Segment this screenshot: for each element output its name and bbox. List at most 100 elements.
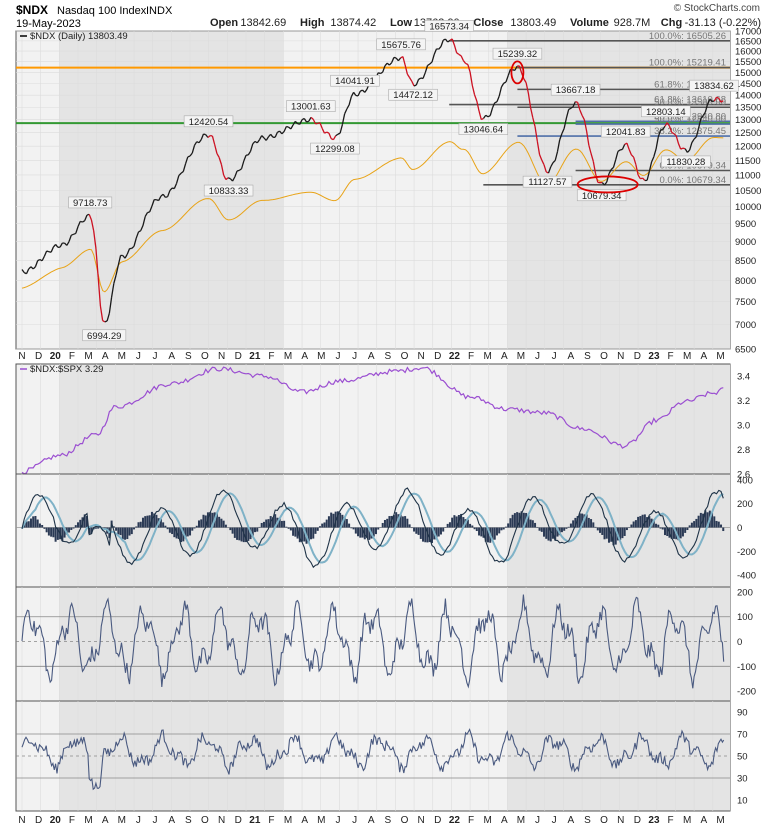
price-segment — [424, 65, 429, 73]
year-shade — [507, 587, 730, 701]
price-segment — [404, 64, 408, 75]
price-segment — [640, 177, 643, 180]
macd-histogram-bar — [677, 527, 680, 541]
x-tick-label: D — [634, 815, 641, 826]
price-segment — [630, 154, 635, 158]
price-segment — [487, 114, 491, 118]
macd-histogram-bar — [368, 527, 371, 540]
highlight-circle — [576, 175, 639, 194]
macd-histogram-bar — [218, 516, 221, 528]
x-tick-label: M — [284, 351, 292, 362]
macd-histogram-bar — [664, 527, 667, 536]
price-segment — [34, 260, 39, 267]
price-segment — [620, 148, 623, 151]
x-tick-label: F — [668, 351, 674, 362]
x-tick-label: M — [284, 815, 292, 826]
price-segment — [339, 124, 344, 134]
price-segment — [462, 60, 467, 64]
macd-histogram-bar — [372, 527, 375, 537]
macd-histogram-bar — [498, 527, 501, 534]
y-tick-label: -100 — [737, 662, 756, 673]
price-segment — [180, 171, 184, 174]
price-segment — [554, 151, 559, 161]
price-segment — [346, 104, 350, 110]
macd-histogram-bar — [549, 527, 552, 542]
price-segment — [440, 40, 444, 47]
price-label-box — [388, 88, 438, 101]
macd-histogram-bar — [408, 524, 411, 528]
price-segment — [478, 110, 482, 120]
macd-histogram-bar — [220, 518, 223, 528]
price-segment — [32, 266, 36, 270]
macd-histogram-bar — [224, 524, 227, 528]
price-segment — [606, 173, 610, 183]
macd-histogram-bar — [222, 520, 225, 528]
macd-histogram-bar — [289, 527, 292, 531]
ohlc-value: -31.13 (-0.22%) — [685, 17, 761, 29]
price-segment — [191, 145, 196, 154]
macd-histogram-bar — [336, 511, 339, 528]
price-segment — [594, 173, 599, 183]
price-segment — [451, 38, 456, 46]
macd-histogram-bar — [392, 515, 395, 528]
macd-histogram-bar — [258, 526, 261, 528]
price-segment — [585, 130, 590, 146]
price-label: 6994.29 — [87, 331, 121, 342]
macd-histogram-bar — [693, 521, 696, 528]
price-segment — [84, 214, 88, 221]
macd-histogram-bar — [193, 527, 196, 529]
macd-histogram-bar — [437, 527, 440, 537]
x-tick-label: M — [517, 815, 525, 826]
macd-histogram-bar — [312, 527, 315, 539]
price-segment — [189, 152, 193, 157]
macd-histogram-bar — [491, 527, 494, 541]
price-segment — [41, 255, 45, 262]
macd-histogram-bar — [233, 527, 236, 538]
price-segment — [59, 242, 63, 248]
price-segment — [344, 108, 348, 115]
macd-histogram-bar — [572, 520, 575, 528]
macd-histogram-bar — [186, 527, 189, 537]
x-tick-label: O — [401, 815, 409, 826]
y-tick-label: 11500 — [735, 156, 761, 167]
x-tick-label: M — [317, 815, 325, 826]
x-tick-label: N — [18, 351, 25, 362]
price-segment — [700, 115, 704, 120]
highlight-circle — [510, 60, 525, 85]
x-tick-label: M — [683, 351, 691, 362]
price-segment — [397, 57, 402, 62]
macd-histogram-bar — [334, 511, 337, 528]
price-label: 10679.34 — [582, 191, 622, 202]
price-segment — [612, 159, 617, 168]
macd-histogram-bar — [74, 525, 77, 528]
macd-histogram-bar — [25, 521, 28, 528]
price-segment — [621, 144, 626, 150]
macd-histogram-bar — [657, 524, 660, 528]
x-tick-label: S — [584, 351, 591, 362]
price-segment — [211, 135, 216, 145]
price-panel: 6500 7000 7500 8000 8500 9000 9500 10000 10500 11… — [15, 20, 761, 356]
macd-histogram-bar — [146, 515, 149, 528]
price-segment — [249, 143, 254, 152]
price-label: 16573.34 — [429, 21, 469, 32]
macd-histogram-bar — [697, 515, 700, 528]
macd-histogram-bar — [377, 527, 380, 530]
macd-histogram-bar — [469, 523, 472, 528]
price-segment — [71, 233, 74, 236]
macd-histogram-bar — [83, 514, 86, 528]
x-tick-label: S — [185, 815, 192, 826]
price-segment — [427, 63, 431, 67]
price-segment — [538, 154, 543, 161]
oscillator-panel-1: -200 -100 0 100 200 — [15, 586, 756, 702]
macd-histogram-bar — [242, 527, 245, 543]
price-segment — [350, 91, 355, 98]
x-tick-label: O — [201, 815, 209, 826]
macd-histogram-bar — [245, 527, 248, 543]
price-segment — [456, 52, 460, 55]
x-tick-label: F — [69, 351, 75, 362]
macd-histogram-bar — [661, 527, 664, 530]
macd-histogram-bar — [383, 519, 386, 528]
price-segment — [471, 85, 476, 95]
price-segment — [169, 187, 173, 191]
ohlc-label: Close — [473, 17, 503, 29]
